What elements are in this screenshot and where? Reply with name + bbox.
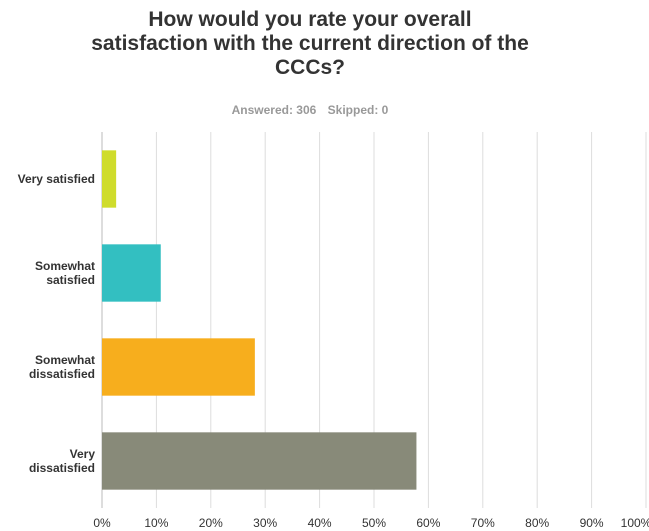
x-tick-label: 10%: [144, 516, 168, 530]
bar: [102, 338, 255, 396]
x-tick-label: 60%: [416, 516, 440, 530]
x-tick-label: 40%: [308, 516, 332, 530]
x-tick-label: 50%: [362, 516, 386, 530]
chart-title-line-2: satisfaction with the current direction …: [91, 32, 529, 55]
category-label: Somewhat: [35, 353, 95, 367]
x-tick-label: 100%: [621, 516, 649, 530]
chart-title-line-1: How would you rate your overall: [148, 8, 472, 31]
x-tick-label: 30%: [253, 516, 277, 530]
category-labels: Very satisfiedSomewhatsatisfiedSomewhatd…: [18, 172, 96, 475]
bar: [102, 244, 161, 302]
x-tick-label: 70%: [471, 516, 495, 530]
response-stats: Answered: 306 Skipped: 0: [0, 103, 620, 117]
category-label: Somewhat: [35, 259, 95, 273]
x-tick-label: 80%: [525, 516, 549, 530]
x-tick-label: 20%: [199, 516, 223, 530]
chart-title-line-3: CCCs?: [274, 56, 345, 79]
x-tick-label: 0%: [93, 516, 111, 530]
x-axis-ticks: 0% 10% 20% 30% 40% 50% 60% 70% 80% 90% 100%: [93, 516, 649, 530]
answered-count: Answered: 306: [231, 103, 317, 117]
category-label: Very satisfied: [18, 172, 95, 186]
bar: [102, 432, 417, 490]
category-label: dissatisfied: [29, 461, 95, 475]
skipped-count: Skipped: 0: [327, 103, 389, 117]
category-label: Very: [70, 447, 96, 461]
x-tick-label: 90%: [580, 516, 604, 530]
category-label: dissatisfied: [29, 367, 95, 381]
bars: [102, 150, 417, 490]
chart-title: How would you rate your overall satisfact…: [40, 8, 580, 80]
category-label: satisfied: [46, 273, 95, 287]
bar: [102, 150, 117, 208]
